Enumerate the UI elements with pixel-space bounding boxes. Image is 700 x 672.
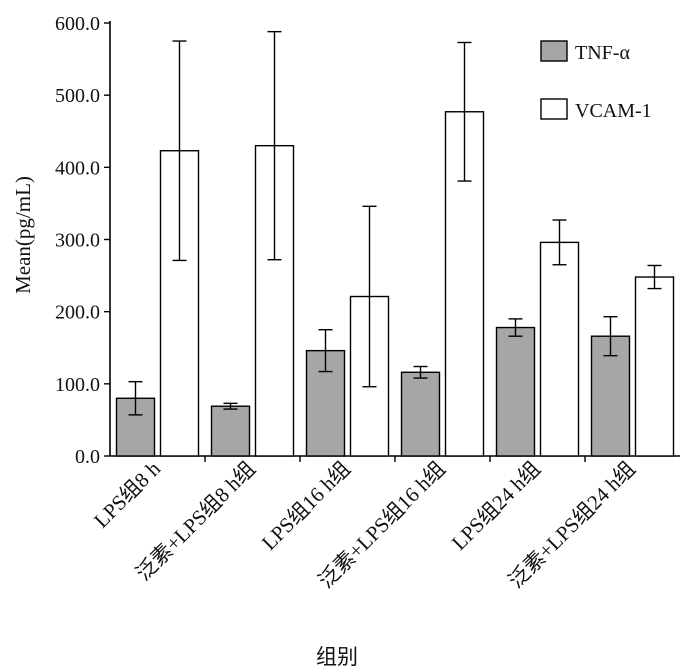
bar-tnf- (210, 405, 251, 457)
y-tick-label: 200.0 (55, 302, 100, 324)
bar-tnf- (495, 326, 536, 457)
error-bars (128, 30, 662, 416)
bar-vcam-1 (634, 276, 675, 457)
legend: TNF-α VCAM-1 (540, 40, 652, 122)
legend-swatch (540, 98, 568, 120)
bar-vcam-1 (539, 241, 580, 457)
y-tick-label: 300.0 (55, 230, 100, 252)
y-axis: 0.0 100.0 200.0 300.0 400.0 500.0 600.0 (55, 13, 111, 468)
bars (115, 111, 675, 457)
y-tick-label: 400.0 (55, 157, 100, 179)
y-tick-label: 500.0 (55, 85, 100, 107)
y-tick-label: 100.0 (55, 374, 100, 396)
legend-label: VCAM-1 (575, 100, 652, 122)
legend-label: TNF-α (575, 42, 630, 64)
x-tick-label: LPS组16 h组 (257, 457, 355, 555)
x-tick-label: LPS组8 h (89, 456, 165, 532)
legend-swatch (540, 40, 568, 62)
y-tick-label: 600.0 (55, 13, 100, 35)
bar-tnf- (400, 371, 441, 457)
y-axis-label: Mean(pg/mL) (11, 176, 35, 294)
x-tick-label: LPS组24 h组 (447, 457, 545, 555)
x-axis-label: 组别 (316, 645, 358, 669)
y-tick-label: 0.0 (75, 446, 100, 468)
bar-tnf- (590, 335, 631, 457)
